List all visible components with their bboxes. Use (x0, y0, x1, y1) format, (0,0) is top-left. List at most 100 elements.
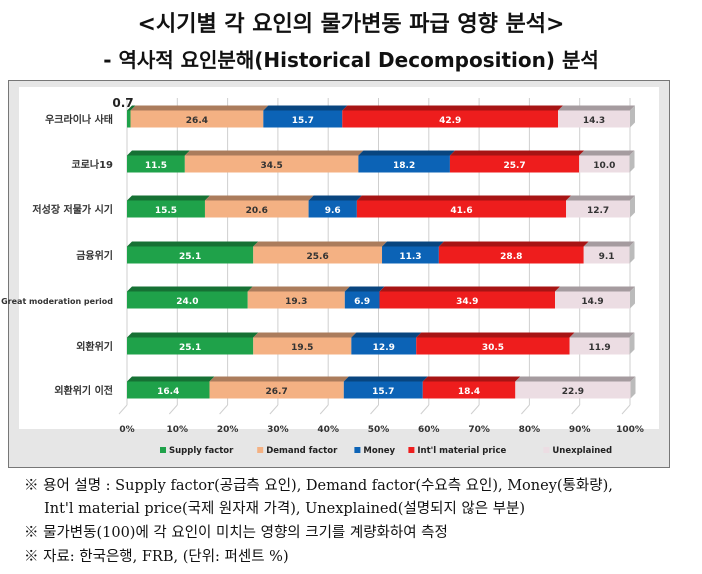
bar-side (629, 332, 635, 355)
bar-segment (247, 291, 345, 309)
data-label: 30.5 (482, 343, 504, 353)
bar-top (204, 195, 314, 201)
note-terms-cont: Int'l material price(국제 원자재 가격), Unexpla… (44, 501, 526, 517)
legend-label: Money (363, 446, 395, 456)
data-label: 15.5 (155, 206, 177, 216)
note-terms: ※ 용어 설명 : Supply factor(공급측 요인), Demand … (24, 478, 613, 494)
category-label: 외환위기 이전 (54, 384, 113, 397)
gridline-floor (219, 404, 228, 415)
gridline-floor (168, 404, 178, 415)
bar-top (558, 105, 635, 111)
bar-top (555, 286, 635, 292)
bar-segment (342, 110, 559, 128)
bar-segment (579, 155, 630, 173)
data-label: 34.9 (456, 297, 478, 307)
x-tick-label: 30% (267, 425, 289, 435)
bar-top (308, 195, 362, 201)
x-tick-label: 90% (569, 425, 591, 435)
bar-segment (422, 381, 516, 399)
bar-segment (416, 337, 570, 355)
annotation-label: 0.7 (112, 96, 133, 110)
data-label: 12.7 (587, 206, 609, 216)
gridline-floor (370, 404, 379, 415)
x-tick-label: 0% (119, 425, 134, 435)
bar-segment (263, 110, 343, 128)
data-label: 14.3 (583, 116, 605, 126)
data-label: 22.9 (562, 387, 584, 397)
bar-top (209, 376, 349, 382)
data-label: 24.0 (176, 297, 198, 307)
data-label: 26.7 (266, 387, 288, 397)
x-tick-label: 60% (418, 425, 440, 435)
category-label: Great moderation period (1, 297, 113, 306)
bar-segment (566, 200, 630, 218)
bar-top (127, 195, 210, 201)
bar-top (583, 241, 635, 247)
data-label: 25.7 (503, 161, 525, 171)
data-label: 12.9 (373, 343, 395, 353)
data-label: 25.1 (179, 343, 201, 353)
bar-segment (351, 337, 417, 355)
bar-top (344, 286, 385, 292)
data-label: 9.6 (325, 206, 341, 216)
data-label: 20.6 (246, 206, 268, 216)
data-label: 16.4 (157, 387, 179, 397)
bar-segment (558, 110, 630, 128)
bar-top (566, 195, 635, 201)
bar-side (630, 105, 635, 128)
bar-side (630, 286, 635, 309)
bar-segment (127, 246, 254, 264)
data-label: 14.9 (581, 297, 603, 307)
gridline-floor (420, 404, 430, 415)
data-label: 9.1 (599, 252, 615, 262)
bar-segment (358, 155, 450, 173)
bar-segment (583, 246, 630, 264)
x-tick-label: 70% (468, 425, 490, 435)
gridline-floor (269, 404, 279, 415)
gridline-floor (319, 404, 329, 415)
legend-label: Unexplained (552, 446, 612, 456)
bar-segment (308, 200, 357, 218)
bar-segment (127, 155, 185, 173)
bar-top (416, 332, 575, 338)
bar-segment (253, 246, 383, 264)
bar-top (422, 376, 521, 382)
bar-segment (130, 110, 264, 128)
gridline-floor (118, 404, 128, 415)
legend-swatch (408, 447, 415, 453)
bar-segment (438, 246, 584, 264)
bar-top (379, 286, 561, 292)
bar-side (630, 376, 636, 399)
bar-top (253, 332, 357, 338)
bar-top (127, 150, 190, 156)
category-label: 외환위기 (76, 340, 113, 353)
bar-top (184, 150, 364, 156)
data-label: 19.3 (285, 297, 307, 307)
bar-segment (127, 381, 210, 399)
note-source: ※ 자료: 한국은행, FRB, (단위: 퍼센트 %) (24, 549, 289, 565)
legend-swatch (257, 447, 264, 453)
data-label: 10.0 (593, 161, 615, 171)
data-label: 41.6 (450, 206, 472, 216)
bar-segment (344, 291, 380, 309)
bar-top (127, 376, 215, 382)
bar-top (342, 105, 564, 111)
bar-segment (569, 337, 630, 355)
bar-top (569, 332, 635, 338)
bar-segment (127, 337, 254, 355)
bar-top (515, 376, 636, 382)
data-label: 18.4 (458, 387, 480, 397)
bar-side (629, 150, 635, 173)
bar-top (247, 286, 350, 292)
category-label: 저성장 저물가 시기 (32, 203, 113, 216)
bar-top (358, 150, 455, 156)
legend-swatch (543, 447, 550, 453)
data-label: 25.6 (307, 252, 329, 262)
data-label: 42.9 (439, 116, 461, 126)
category-label: 우크라이나 사태 (45, 113, 113, 126)
data-label: 15.7 (292, 116, 314, 126)
bar-segment (382, 246, 439, 264)
x-tick-label: 20% (217, 425, 239, 435)
bar-segment (356, 200, 567, 218)
